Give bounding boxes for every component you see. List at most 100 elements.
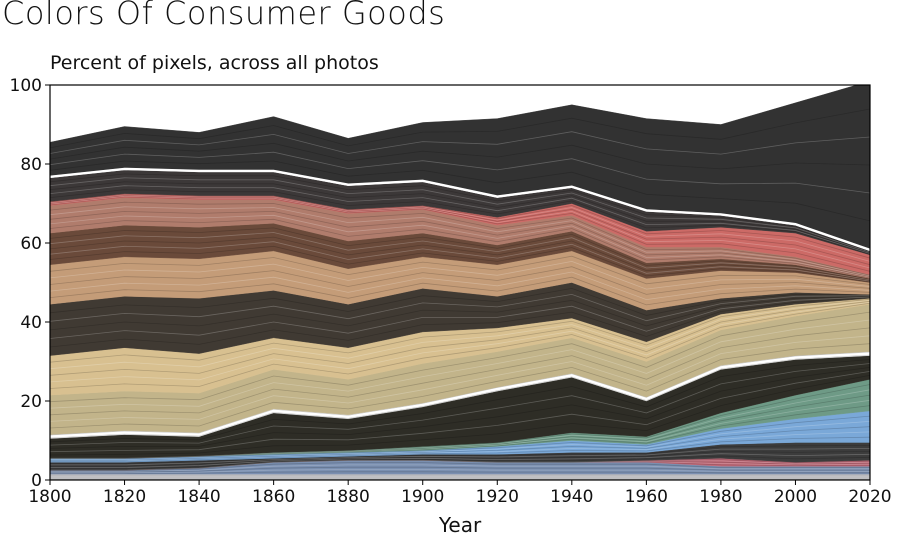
chart-subtitle: Percent of pixels, across all photos (50, 52, 379, 74)
stripe-line (50, 327, 870, 416)
stripe-line (50, 177, 870, 253)
stripe-line (50, 297, 870, 348)
stripe-line (50, 351, 870, 436)
stripe-line (50, 459, 870, 471)
stripe-line (50, 426, 870, 461)
stripe-line (50, 142, 870, 170)
stripe-line (50, 311, 870, 403)
stripe-line (50, 453, 870, 468)
stripe-line (50, 444, 870, 464)
y-tick-label: 60 (20, 234, 42, 254)
stripe-line (50, 214, 870, 278)
x-tick-label: 1960 (625, 487, 668, 507)
stripe-line (50, 363, 870, 446)
stripe-line (50, 300, 870, 376)
stripe-line (50, 464, 870, 472)
stripe-line (50, 389, 870, 459)
stripe-line (50, 436, 870, 463)
stripe-line (50, 455, 870, 470)
x-tick-label: 1860 (252, 487, 295, 507)
y-tick-label: 0 (31, 471, 42, 491)
stripe-line (50, 459, 870, 471)
stripe-line (50, 399, 870, 459)
stripe-line (50, 302, 870, 389)
stripe-line (50, 466, 870, 473)
stripe-line (50, 181, 870, 254)
chart-title: Colors Of Consumer Goods (2, 0, 446, 32)
stripe-line (50, 195, 870, 269)
x-tick-label: 2020 (848, 487, 891, 507)
stripe-line (50, 471, 870, 474)
stripe-line (50, 276, 870, 306)
stripe-line (50, 108, 870, 149)
stripe-texture (50, 108, 870, 480)
stripe-line (50, 131, 870, 155)
stripe-line (50, 450, 870, 467)
stripe-line (50, 210, 870, 277)
stripe-line (50, 459, 870, 471)
stripe-line (50, 232, 870, 281)
y-tick-label: 40 (20, 313, 42, 333)
stripe-line (50, 287, 870, 316)
highlight-band (50, 352, 870, 438)
stripe-line (50, 195, 870, 266)
stripe-line (50, 271, 870, 301)
stripe-line (50, 255, 870, 285)
stripe-line (50, 354, 870, 439)
x-tick-label: 1840 (177, 487, 220, 507)
stripe-line (50, 448, 870, 466)
stripe-line (50, 185, 870, 254)
stripe-line (50, 394, 870, 459)
stripe-line (50, 236, 870, 281)
stripe-line (50, 189, 870, 255)
stripe-line (50, 241, 870, 282)
stripe-line (50, 260, 870, 290)
stripe-line (50, 160, 870, 222)
stripe-line (50, 218, 870, 279)
stripe-line (50, 299, 870, 370)
stripe-line (50, 459, 870, 471)
stripe-line (50, 343, 870, 429)
stripe-line (50, 421, 870, 461)
stripe-line (50, 405, 870, 459)
stripe-line (50, 196, 870, 272)
stripe-line (50, 201, 870, 276)
stripe-line (50, 173, 870, 252)
stripe-line (50, 301, 870, 383)
stripe-line (50, 367, 870, 449)
stripe-line (50, 293, 870, 322)
stripe-line (50, 359, 870, 443)
x-tick-label: 1920 (476, 487, 519, 507)
stripe-line (50, 384, 870, 459)
stripe-line (50, 245, 870, 283)
y-tick-label: 100 (10, 76, 42, 96)
highlight-band (50, 167, 870, 252)
x-tick-label: 1980 (699, 487, 742, 507)
stripe-line (50, 319, 870, 409)
stripe-line (50, 151, 870, 194)
stripe-line (50, 431, 870, 462)
stripe-line (50, 374, 870, 456)
x-tick-label: 1900 (401, 487, 444, 507)
x-tick-label: 1820 (103, 487, 146, 507)
y-tick-label: 80 (20, 155, 42, 175)
y-tick-label: 20 (20, 392, 42, 412)
stripe-line (50, 462, 870, 472)
stripe-line (50, 415, 870, 460)
x-tick-label: 2000 (774, 487, 817, 507)
x-axis-label: Year (438, 513, 482, 537)
stripe-line (50, 469, 870, 474)
axes: 1800 1820 1840 1860 1880 1900 1920 1940 1960 1980… (10, 76, 892, 507)
stripe-line (50, 296, 870, 339)
area-layers (50, 85, 870, 480)
stripe-line (50, 227, 870, 280)
stripe-line (50, 194, 870, 262)
stripe-line (50, 206, 870, 277)
plot-frame (49, 84, 871, 481)
x-tick-label: 1940 (550, 487, 593, 507)
stripe-line (50, 371, 870, 453)
stripe-line (50, 298, 870, 363)
x-tick-label: 1800 (28, 487, 71, 507)
stripe-line (50, 193, 870, 259)
